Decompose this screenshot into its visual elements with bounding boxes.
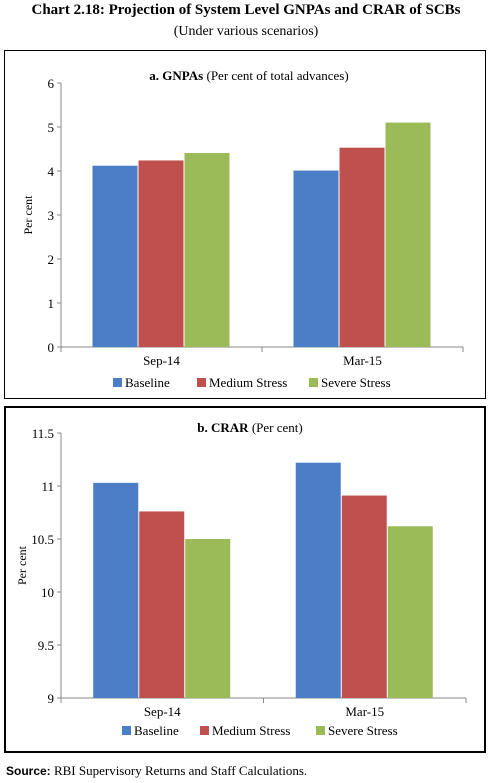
y-tick-label: 10 (41, 585, 54, 600)
y-tick-label: 9.5 (38, 638, 54, 653)
bar-baseline (295, 462, 341, 698)
bar-medium-stress (138, 160, 184, 347)
chart-subtitle: (Under various scenarios) (173, 24, 319, 39)
panel-crar: b. CRAR (Per cent) Per cent 9 9.5 10 10.5 11 11… (4, 406, 486, 753)
y-tick-label: 3 (48, 208, 55, 223)
gnpa-bar-chart: a. GNPAs (Per cent of total advances) Per… (21, 68, 464, 390)
chart-title: Chart 2.18: Projection of System Level G… (31, 2, 461, 18)
bar-baseline (92, 165, 138, 347)
bar-baseline (93, 482, 139, 698)
source-note: Source: RBI Supervisory Returns and Staf… (6, 763, 307, 779)
y-tick-label: 1 (48, 296, 55, 311)
bar-severe-stress (385, 122, 431, 347)
legend-swatch-severe-stress (316, 726, 325, 735)
y-tick-label: 11.5 (32, 426, 54, 441)
source-label: Source: (6, 764, 51, 778)
legend-label-severe-stress: Severe Stress (321, 375, 391, 390)
y-tick-label: 11 (41, 479, 54, 494)
y-tick-label: 0 (48, 340, 55, 355)
y-tick-label: 4 (48, 164, 55, 179)
y-axis-label: Per cent (15, 545, 29, 585)
bar-medium-stress (341, 495, 387, 698)
x-tick-label: Mar-15 (343, 353, 382, 368)
x-tick-label: Sep-14 (144, 704, 181, 719)
legend-swatch-baseline (113, 378, 122, 387)
panel-gnpa: a. GNPAs (Per cent of total advances) Per… (4, 50, 486, 399)
bar-severe-stress (185, 539, 231, 698)
crar-bar-chart: b. CRAR (Per cent) Per cent 9 9.5 10 10.5 11 11… (15, 420, 467, 738)
bar-baseline (293, 170, 339, 347)
panel-title: a. GNPAs (Per cent of total advances) (149, 68, 348, 83)
legend-label-baseline: Baseline (125, 375, 170, 390)
bar-medium-stress (139, 511, 185, 698)
y-tick-label: 5 (48, 120, 55, 135)
y-tick-label: 10.5 (31, 532, 54, 547)
y-tick-label: 6 (48, 76, 55, 91)
legend-label-medium-stress: Medium Stress (212, 723, 290, 738)
legend-swatch-severe-stress (309, 378, 318, 387)
x-tick-label: Mar-15 (345, 704, 384, 719)
bar-severe-stress (184, 152, 230, 347)
bar-severe-stress (387, 526, 433, 698)
y-tick-label: 9 (48, 691, 55, 706)
legend-label-severe-stress: Severe Stress (328, 723, 398, 738)
legend-swatch-baseline (122, 726, 131, 735)
legend-swatch-medium-stress (197, 378, 206, 387)
panel-title: b. CRAR (Per cent) (197, 420, 302, 435)
y-tick-label: 2 (48, 252, 55, 267)
x-tick-label: Sep-14 (143, 353, 180, 368)
bar-medium-stress (339, 147, 385, 347)
legend-label-baseline: Baseline (134, 723, 179, 738)
legend-swatch-medium-stress (200, 726, 209, 735)
source-text: RBI Supervisory Returns and Staff Calcul… (53, 763, 308, 778)
y-axis-label: Per cent (21, 195, 35, 235)
legend-label-medium-stress: Medium Stress (209, 375, 287, 390)
